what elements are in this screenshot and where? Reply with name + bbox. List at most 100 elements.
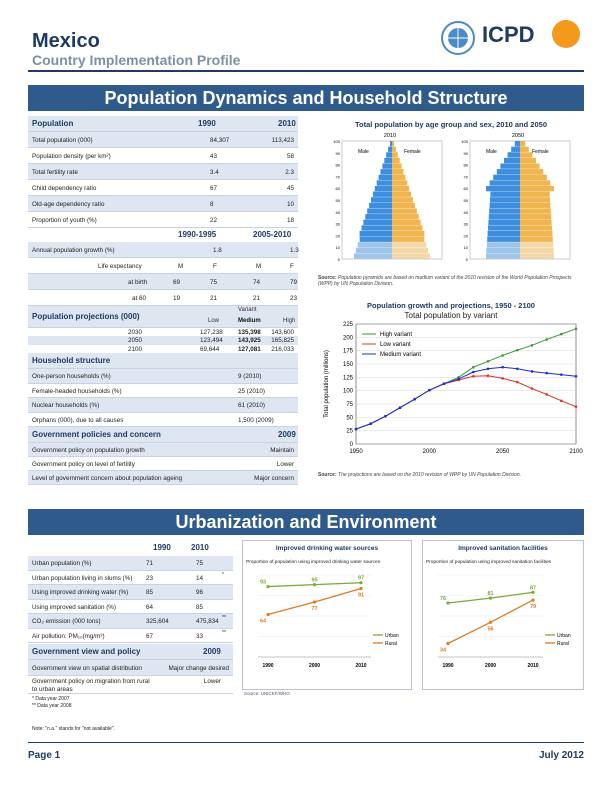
profile-subtitle: Country Implementation Profile	[32, 52, 241, 68]
household-row: Orphans (000), due to all causes 1,500 (2…	[28, 413, 298, 427]
pyramid-tick: 20	[336, 233, 341, 238]
pyramid-bar-male	[374, 185, 392, 192]
pyramid-tick: 60	[464, 186, 469, 191]
pyramid-bar-female	[392, 146, 396, 152]
pop-row-2010: 2.3	[285, 169, 294, 176]
pyramid-bar-male	[487, 236, 520, 242]
data-point	[486, 360, 490, 363]
gov-value: Major concern	[254, 475, 294, 482]
household-value: 9 (2010)	[238, 373, 262, 380]
urban-label: Using improved drinking water (%)	[32, 589, 129, 596]
x-tick-label: 1950	[349, 449, 363, 455]
y-tick-label: 50	[346, 415, 353, 421]
data-point	[516, 348, 519, 352]
pop-row-1990: 3.4	[210, 169, 219, 176]
pyramid-tick: 50	[464, 198, 469, 203]
pyramid-bar-female	[392, 191, 412, 197]
urban-row: Urban population living in slums (%) 23 14…	[28, 571, 233, 585]
pyramid-bar-female	[392, 202, 415, 209]
pyramid-bar-male	[361, 225, 392, 231]
urban-label: Urban population (%)	[32, 560, 92, 567]
note-2008: ** Data year 2008	[32, 703, 72, 709]
growth-subtitle: Total population by variant	[404, 311, 498, 320]
pop-head: Population	[32, 119, 74, 128]
proj-low: 123,494	[200, 337, 223, 345]
urban-2010: 33	[196, 632, 204, 640]
pop-row: Total fertility rate 3.4 2.3	[28, 164, 298, 180]
pyramid-bar-female	[520, 185, 554, 192]
gov-value: Lower	[276, 461, 294, 468]
urban-2010: 14	[196, 574, 204, 582]
col-2005-2010: 2005-2010	[253, 230, 292, 239]
y-tick-label: 100	[343, 389, 354, 395]
pyramid-bar-female	[392, 174, 406, 181]
section-banner-urbanization: Urbanization and Environment	[28, 509, 584, 535]
household-value: 61 (2010)	[238, 402, 265, 409]
data-point	[488, 596, 493, 600]
col-high: High	[283, 318, 296, 324]
gov-label: Level of government concern about popula…	[32, 475, 183, 482]
pyramid-bar-male	[488, 225, 520, 231]
gov-value: Maintain	[270, 447, 294, 454]
pop-row-label: Old-age dependency ratio	[32, 201, 105, 208]
urban-2010: 75	[196, 560, 204, 567]
pyramid-bar-female	[392, 236, 425, 242]
pyramid-bar-female	[392, 230, 425, 237]
legend-label: Low variant	[380, 342, 411, 348]
country-title: Mexico	[32, 30, 100, 52]
pyramid-bar-female	[392, 163, 402, 169]
household-label: Orphans (000), due to all causes	[32, 416, 124, 424]
col-2010: 2010	[278, 119, 296, 128]
data-label: 91	[358, 593, 364, 599]
pyramid-bar-male	[378, 174, 392, 181]
proj-head: Population projections (000)	[32, 312, 140, 321]
le-birth-v3: 74	[253, 279, 261, 286]
pop-row-2010: 18	[286, 217, 294, 224]
col-1990-1995: 1990-1995	[178, 230, 217, 239]
variant-label: Variant	[238, 307, 257, 313]
pyramid-bar-female	[392, 197, 413, 203]
le-m2: M	[256, 263, 262, 270]
data-point	[472, 370, 475, 374]
pyramid-tick: 10	[336, 245, 341, 250]
y-tick-label: 125	[343, 375, 354, 381]
page-number: Page 1	[28, 750, 61, 761]
data-point	[472, 374, 475, 378]
pyramid-tick: 40	[464, 210, 469, 215]
proj-medium: 127,081	[238, 345, 261, 353]
pyramid-bar-male	[496, 169, 520, 175]
data-point	[516, 380, 519, 384]
pyramid-bar-female	[520, 197, 550, 203]
data-point	[413, 397, 416, 401]
data-point	[501, 377, 504, 380]
data-point	[428, 388, 431, 392]
pyramid-bar-female	[392, 157, 400, 164]
data-point	[359, 581, 363, 585]
urban-note-mark: *	[222, 571, 224, 578]
data-label: 79	[530, 604, 536, 610]
pop-row: Child dependency ratio 67 45	[28, 180, 298, 196]
pyramid-tick: 20	[464, 233, 469, 238]
data-point	[574, 374, 578, 378]
y-tick-label: 200	[343, 335, 354, 341]
icpd-mark-icon	[552, 20, 580, 48]
data-point	[457, 377, 460, 381]
pyramid-bar-male	[359, 230, 392, 237]
data-point	[531, 598, 535, 602]
sanitation-subtitle: Proportion of population using improved …	[426, 560, 552, 565]
data-point	[560, 332, 563, 336]
pyramid-bar-male	[486, 247, 520, 254]
legend-label: Urban	[385, 633, 399, 639]
pop-row-label: Child dependency ratio	[32, 185, 97, 192]
pyramid-bar-male	[486, 253, 520, 259]
pyramid-bar-male	[514, 141, 520, 147]
y-tick-label: 150	[343, 362, 354, 368]
urban-2010: 85	[196, 603, 204, 611]
data-point	[312, 600, 317, 604]
urban-1990: 325,604	[146, 618, 169, 625]
household-label: One-person households (%)	[32, 373, 111, 380]
data-label: 87	[530, 585, 536, 591]
data-point	[516, 367, 519, 371]
urban-row: Air pollution: PM₁₀(mg/m³) 67 33 **	[28, 629, 233, 643]
pyramid-bar-female	[392, 169, 404, 175]
